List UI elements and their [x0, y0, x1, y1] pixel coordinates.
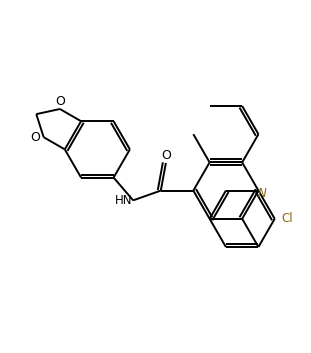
- Text: Cl: Cl: [281, 212, 293, 225]
- Text: HN: HN: [115, 194, 133, 207]
- Text: O: O: [30, 131, 40, 144]
- Text: O: O: [55, 95, 65, 108]
- Text: O: O: [161, 149, 171, 162]
- Text: N: N: [258, 187, 267, 200]
